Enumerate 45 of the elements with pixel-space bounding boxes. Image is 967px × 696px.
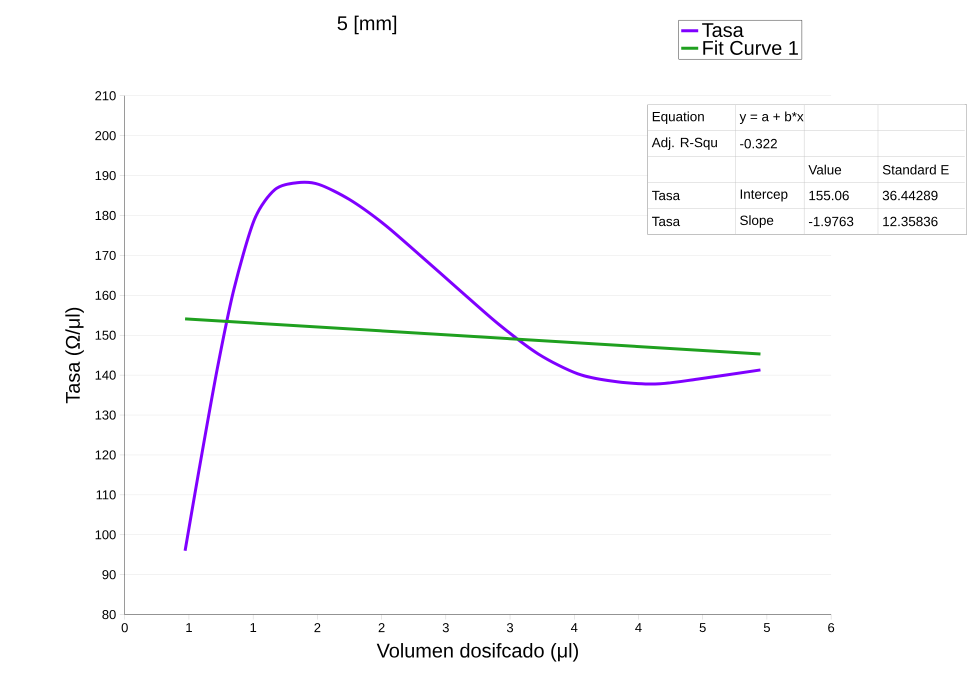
annotation: -1.9763: [808, 216, 854, 226]
y-tick-label: 190: [96, 170, 116, 180]
x-tick-label: 2: [314, 622, 320, 632]
annotation: Value: [808, 164, 842, 174]
y-tick-label: 200: [95, 130, 116, 140]
x-tick-label: 4: [570, 622, 578, 632]
x-tick-label: 3: [442, 622, 449, 632]
y-tick-label: 150: [96, 330, 116, 340]
y-tick-label: 100: [96, 530, 116, 540]
y-tick-label: 160: [96, 290, 116, 300]
y-tick-label: 140: [96, 370, 116, 380]
y-tick-label: 170: [96, 250, 116, 260]
y-tick-label: 80: [102, 610, 116, 619]
annotation: Tasa: [652, 216, 680, 226]
x-tick-label: 2: [378, 622, 385, 632]
legend-label: Tasa: [702, 23, 744, 37]
annotation: -0.322: [740, 138, 777, 148]
annotation: y = a + b*x: [740, 111, 804, 124]
text: 36.44289: [882, 190, 938, 200]
x-tick-label: 3: [506, 622, 514, 632]
x-tick-label: 0: [122, 622, 128, 632]
x-tick-label: 1: [250, 622, 256, 632]
y-tick-label: 180: [96, 210, 116, 220]
y-tick-label: 120: [96, 450, 116, 460]
text: 12.35836: [883, 216, 938, 226]
annotation: 155.06: [809, 190, 849, 200]
y-tick-label: 130: [96, 410, 116, 420]
y-tick-label: 110: [96, 490, 116, 500]
annotation: Intercep: [740, 189, 788, 202]
annotation: Adj. R-Squ: [652, 137, 717, 150]
x-tick-label: 6: [828, 622, 834, 632]
x-tick-label: 5: [700, 622, 706, 632]
y-tick-label: 210: [95, 90, 116, 100]
legend-label: Fit Curve 1: [703, 40, 798, 55]
annotation: Tasa: [652, 190, 680, 200]
chart-title: 5 [mm]: [338, 15, 396, 34]
x-tick-label: 4: [635, 622, 642, 632]
text: Standard E: [882, 164, 949, 174]
annotation: Equation: [652, 111, 704, 124]
x-tick-label: 1: [186, 622, 192, 632]
x-axis-title: Volumen dosifcado (μl): [376, 642, 578, 662]
y-axis-title: Tasa (Ω/μl): [65, 308, 84, 404]
x-tick-label: 5: [764, 622, 770, 632]
y-tick-label: 90: [102, 570, 116, 580]
annotation: Slope: [740, 215, 774, 228]
